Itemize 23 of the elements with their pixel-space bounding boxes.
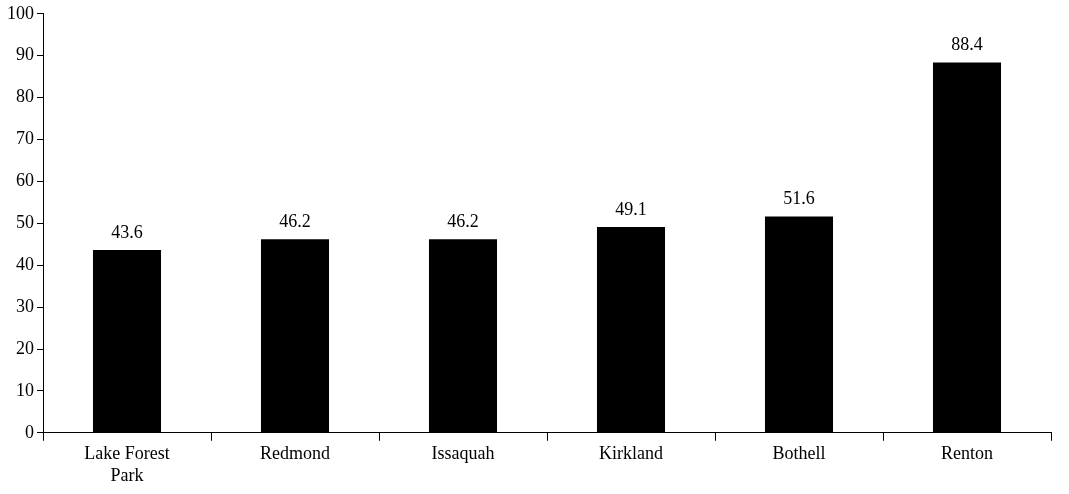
y-tick-label: 10	[16, 379, 34, 400]
data-label: 51.6	[783, 188, 815, 209]
y-tick-label: 80	[16, 86, 34, 107]
y-tick-label: 50	[16, 212, 34, 233]
x-tick-label: Kirkland	[599, 443, 663, 464]
x-tick-label: Bothell	[772, 443, 826, 464]
y-tick-label: 40	[16, 253, 34, 274]
data-label: 46.2	[279, 210, 311, 231]
y-tick-label: 70	[16, 128, 34, 149]
x-tick-label: Renton	[941, 443, 993, 464]
y-tick-label: 30	[16, 295, 34, 316]
data-label: 46.2	[447, 210, 479, 231]
y-tick-label: 100	[7, 2, 34, 23]
data-label: 88.4	[951, 34, 983, 55]
data-label: 43.6	[111, 221, 143, 242]
y-tick-label: 0	[25, 421, 34, 442]
data-label: 49.1	[615, 198, 647, 219]
y-tick-label: 20	[16, 337, 34, 358]
y-tick-label: 90	[16, 44, 34, 65]
x-tick-label: Redmond	[260, 443, 330, 464]
x-tick-label: Lake Forest Park	[84, 443, 170, 485]
y-tick-label: 60	[16, 170, 34, 191]
x-tick-label: Issaquah	[431, 443, 495, 464]
